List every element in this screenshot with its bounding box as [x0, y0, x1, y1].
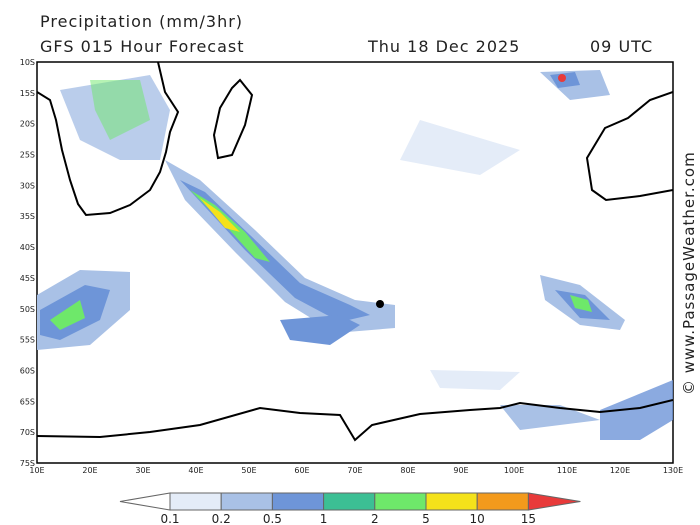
lat-label: 25S: [20, 151, 35, 160]
lon-label: 20E: [82, 466, 97, 475]
legend-label: 2: [371, 512, 379, 525]
legend-label: 0.5: [263, 512, 282, 525]
lon-label: 100E: [504, 466, 524, 475]
legend-swatch: [374, 492, 427, 511]
lat-label: 10S: [20, 58, 35, 67]
lat-label: 70S: [20, 428, 35, 437]
lat-label: 50S: [20, 305, 35, 314]
legend-swatch: [220, 492, 273, 511]
map: [36, 61, 674, 464]
legend-swatch: [119, 492, 171, 511]
lon-label: 110E: [557, 466, 577, 475]
lon-label: 120E: [610, 466, 630, 475]
legend-swatch: [425, 492, 478, 511]
lat-label: 35S: [20, 212, 35, 221]
lon-label: 70E: [347, 466, 362, 475]
lon-label: 90E: [453, 466, 468, 475]
legend-label: 0.1: [160, 512, 179, 525]
legend-label: 1: [320, 512, 328, 525]
legend-label: 15: [521, 512, 536, 525]
lon-label: 130E: [663, 466, 683, 475]
lat-label: 30S: [20, 181, 35, 190]
legend-swatch: [271, 492, 325, 511]
credit: © www.PassageWeather.com: [680, 151, 698, 395]
legend-swatch: [169, 492, 222, 511]
lat-label: 65S: [20, 397, 35, 406]
lon-label: 40E: [188, 466, 203, 475]
lat-label: 15S: [20, 89, 35, 98]
lon-label: 50E: [241, 466, 256, 475]
lat-label: 40S: [20, 243, 35, 252]
time: 09 UTC: [590, 37, 653, 56]
lat-label: 55S: [20, 336, 35, 345]
lon-label: 30E: [135, 466, 150, 475]
legend-label: 0.2: [212, 512, 231, 525]
legend-swatch: [323, 492, 376, 511]
legend-label: 10: [470, 512, 485, 525]
precipitation: [37, 70, 673, 440]
lon-label: 10E: [29, 466, 44, 475]
lat-label: 75S: [20, 459, 35, 468]
lat-label: 60S: [20, 366, 35, 375]
legend-swatch: [476, 492, 529, 511]
coastlines: [37, 62, 673, 442]
lat-label: 20S: [20, 120, 35, 129]
title: Precipitation (mm/3hr): [40, 12, 243, 31]
date: Thu 18 Dec 2025: [367, 37, 520, 56]
legend-label: 5: [422, 512, 430, 525]
lon-label: 80E: [400, 466, 415, 475]
lon-label: 60E: [294, 466, 309, 475]
legend-swatch: [527, 492, 581, 511]
model: GFS 015 Hour Forecast: [40, 37, 245, 56]
lat-label: 45S: [20, 274, 35, 283]
